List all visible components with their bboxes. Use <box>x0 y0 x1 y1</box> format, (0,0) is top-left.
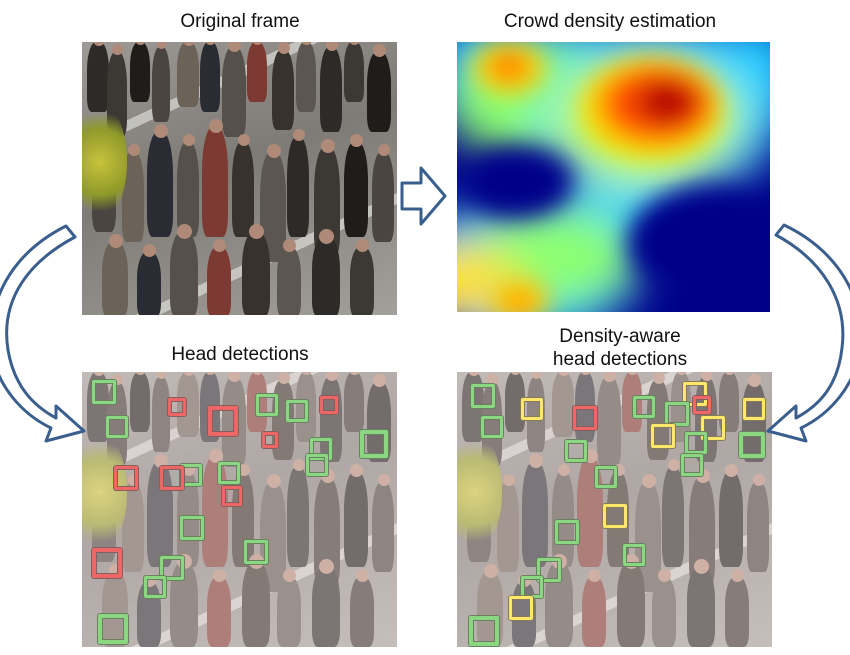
title-density-aware-line2: head detections <box>552 349 688 370</box>
crowd-person-head <box>277 42 290 55</box>
crowd-person <box>102 242 128 315</box>
crowd-person-head <box>182 42 195 47</box>
crowd-person <box>242 232 270 315</box>
crowd-person <box>287 137 309 237</box>
crowd-person <box>207 247 231 315</box>
title-crowd-density: Crowd density estimation <box>503 11 717 32</box>
crowd-person-head <box>156 42 167 49</box>
crowd-person-head <box>208 119 223 134</box>
crowd-person-head <box>325 42 338 52</box>
crowd-person-head <box>143 244 157 258</box>
crowd-person-head <box>252 42 263 45</box>
crowd-person-head <box>112 44 123 55</box>
crowd-person-head <box>377 144 390 157</box>
crowd-person <box>87 42 109 112</box>
crowd-person <box>344 142 368 237</box>
crowd-person-head <box>292 129 305 142</box>
crowd-person-head <box>266 144 281 159</box>
crowd-person <box>147 132 173 237</box>
crowd-person-head <box>92 42 105 47</box>
crowd-person <box>344 42 364 102</box>
crowd-person-head <box>182 134 195 147</box>
crowd-person-head <box>356 239 370 253</box>
curved-arrow-left-icon <box>0 224 86 443</box>
heatmap-svg <box>457 42 770 312</box>
crowd-person <box>177 142 199 237</box>
crowd-person-head <box>350 134 364 148</box>
crowd-person <box>202 127 228 237</box>
crowd-person <box>367 52 391 132</box>
crowd-person-head <box>319 229 335 245</box>
arrow-right-icon <box>400 166 447 226</box>
crowd-person <box>122 152 144 242</box>
crowd-person-head <box>127 144 140 157</box>
crowd-person <box>296 42 316 112</box>
crowd-person <box>277 247 301 315</box>
head-detections-image <box>82 372 397 647</box>
crowd-person-head <box>228 42 242 53</box>
crowd-person-head <box>301 42 312 45</box>
crowd-person <box>170 232 198 315</box>
crowd-person <box>272 50 294 130</box>
crowd-person <box>152 47 170 122</box>
crowd-person <box>247 42 267 102</box>
original-frame-image <box>82 42 397 315</box>
crowd-person <box>350 247 374 315</box>
density-heatmap-image <box>457 42 770 312</box>
title-density-aware-line1: Density-aware <box>559 326 681 347</box>
density-aware-detections-image <box>457 372 772 647</box>
crowd-person <box>177 42 199 107</box>
crowd-person <box>312 237 340 315</box>
crowd-person-head <box>153 124 168 139</box>
crowd-person <box>200 42 220 112</box>
crowd-person-head <box>177 224 193 240</box>
crowd-person-head <box>237 134 250 147</box>
crowd-person-head <box>373 44 387 58</box>
crowd-person-head <box>249 224 265 240</box>
crowd-person <box>222 47 246 137</box>
crowd-person <box>372 152 394 242</box>
curved-arrow-right-icon <box>766 223 850 443</box>
title-original-frame: Original frame <box>180 11 300 32</box>
crowd-person <box>137 252 161 315</box>
crowd-person-head <box>108 234 123 249</box>
crowd-person-head <box>320 139 335 154</box>
title-head-detections: Head detections <box>171 344 309 365</box>
crowd-person <box>232 142 254 237</box>
crowd-person-head <box>205 42 216 45</box>
title-density-aware-detections: Density-aware head detections <box>450 325 790 371</box>
foliage <box>82 102 127 222</box>
crowd-person-head <box>349 42 360 45</box>
crowd-person-head <box>213 239 227 253</box>
crowd-person-head <box>283 239 297 253</box>
crowd-person <box>130 42 150 102</box>
crowd-person <box>320 47 342 132</box>
crowd-person-head <box>135 42 146 45</box>
